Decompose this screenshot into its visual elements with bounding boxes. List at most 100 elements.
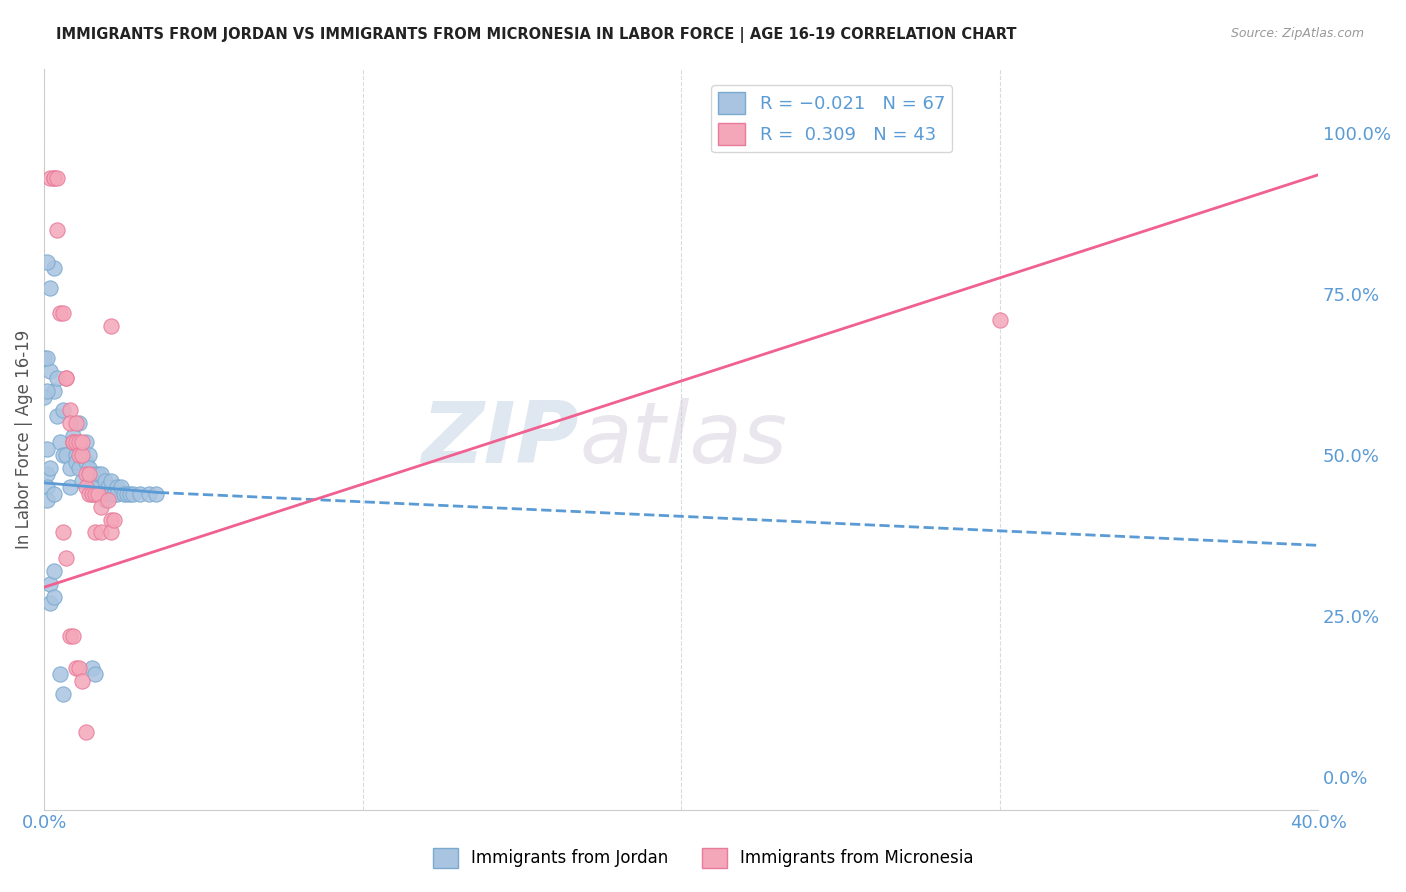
Point (100, 474, 122, 488)
Point (58, 416, 80, 430)
Legend: R = −0.021   N = 67, R =  0.309   N = 43: R = −0.021 N = 67, R = 0.309 N = 43 (711, 85, 952, 153)
Point (55, 371, 77, 385)
Point (37, 255, 59, 269)
Point (52, 687, 75, 701)
Point (42, 261, 65, 276)
Point (988, 313, 1011, 327)
Point (97, 480, 120, 494)
Point (58, 480, 80, 494)
Point (39, 461, 62, 475)
Point (52, 403, 75, 417)
Point (93, 493, 115, 508)
Point (80, 661, 103, 675)
Point (39, 280, 62, 294)
Point (67, 461, 90, 475)
Point (42, 564, 65, 578)
Point (72, 448, 94, 462)
Point (49, 435, 72, 450)
Point (58, 629, 80, 643)
Point (138, 487, 160, 501)
Point (100, 512, 122, 526)
Y-axis label: In Labor Force | Age 16-19: In Labor Force | Age 16-19 (15, 329, 32, 549)
Point (37, 384, 59, 398)
Point (103, 487, 125, 501)
Point (37, 467, 59, 482)
Point (77, 467, 100, 482)
Text: IMMIGRANTS FROM JORDAN VS IMMIGRANTS FROM MICRONESIA IN LABOR FORCE | AGE 16-19 : IMMIGRANTS FROM JORDAN VS IMMIGRANTS FRO… (56, 27, 1017, 43)
Point (52, 525, 75, 540)
Point (84, 525, 107, 540)
Point (45, 409, 67, 424)
Point (49, 667, 72, 681)
Point (55, 371, 77, 385)
Point (45, 171, 67, 186)
Point (42, 590, 65, 604)
Point (112, 487, 135, 501)
Point (67, 448, 90, 462)
Point (77, 461, 100, 475)
Point (72, 673, 94, 688)
Point (42, 487, 65, 501)
Point (37, 351, 59, 366)
Point (145, 487, 167, 501)
Point (77, 448, 100, 462)
Point (103, 512, 125, 526)
Point (75, 480, 97, 494)
Point (84, 667, 107, 681)
Point (84, 480, 107, 494)
Point (52, 448, 75, 462)
Point (90, 487, 112, 501)
Point (90, 500, 112, 514)
Point (105, 487, 128, 501)
Point (100, 319, 122, 334)
Point (90, 525, 112, 540)
Point (42, 384, 65, 398)
Point (39, 171, 62, 186)
Point (39, 364, 62, 378)
Text: Source: ZipAtlas.com: Source: ZipAtlas.com (1230, 27, 1364, 40)
Point (75, 467, 97, 482)
Point (87, 467, 110, 482)
Point (75, 435, 97, 450)
Point (122, 487, 145, 501)
Point (62, 629, 84, 643)
Point (37, 480, 59, 494)
Point (100, 487, 122, 501)
Point (65, 435, 87, 450)
Point (100, 525, 122, 540)
Point (105, 480, 128, 494)
Point (55, 448, 77, 462)
Text: ZIP: ZIP (422, 398, 579, 481)
Point (37, 442, 59, 456)
Point (62, 435, 84, 450)
Point (42, 171, 65, 186)
Point (72, 435, 94, 450)
Point (62, 429, 84, 443)
Point (97, 493, 120, 508)
Point (67, 416, 90, 430)
Legend: Immigrants from Jordan, Immigrants from Micronesia: Immigrants from Jordan, Immigrants from … (426, 841, 980, 875)
Point (37, 493, 59, 508)
Point (87, 487, 110, 501)
Point (32, 390, 55, 404)
Point (65, 416, 87, 430)
Point (110, 480, 132, 494)
Point (45, 222, 67, 236)
Point (65, 661, 87, 675)
Point (75, 454, 97, 468)
Point (32, 351, 55, 366)
Point (115, 487, 138, 501)
Point (67, 435, 90, 450)
Point (84, 487, 107, 501)
Point (42, 171, 65, 186)
Point (90, 467, 112, 482)
Point (93, 474, 115, 488)
Point (103, 487, 125, 501)
Point (58, 403, 80, 417)
Point (55, 551, 77, 566)
Point (62, 435, 84, 450)
Point (58, 461, 80, 475)
Point (80, 487, 103, 501)
Point (75, 725, 97, 739)
Point (84, 467, 107, 482)
